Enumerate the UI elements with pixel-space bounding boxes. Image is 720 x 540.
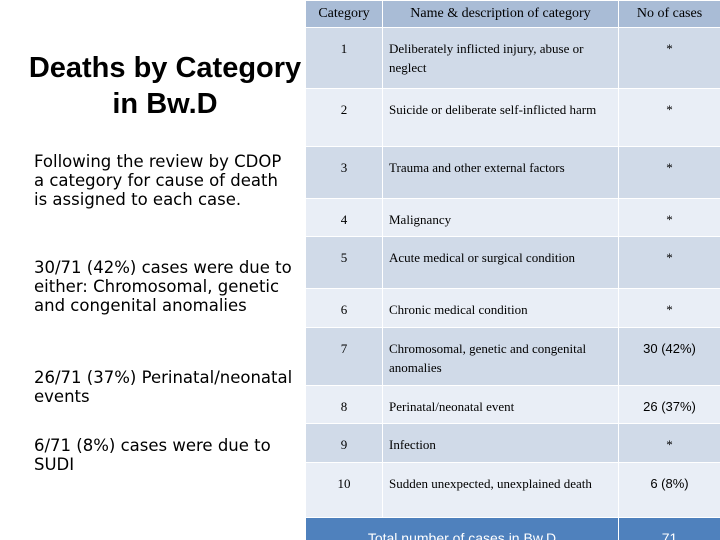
- header-row: Category Name & description of category No…: [305, 0, 720, 28]
- slide-title: Deaths by Category in Bw.D: [28, 52, 302, 120]
- category-number: 4: [305, 198, 383, 237]
- category-number: 5: [305, 236, 383, 289]
- category-name: Deliberately inflicted injury, abuse or …: [382, 27, 619, 89]
- case-count: *: [618, 236, 720, 289]
- table-row: 6 Chronic medical condition *: [305, 288, 720, 328]
- table-row: 7 Chromosomal, genetic and congenital ano…: [305, 327, 720, 386]
- case-count: *: [618, 198, 720, 237]
- category-table: Category Name & description of category No…: [305, 0, 720, 540]
- case-count: 30 (42%): [618, 327, 720, 386]
- category-name: Suicide or deliberate self-inflicted har…: [382, 88, 619, 147]
- category-name: Acute medical or surgical condition: [382, 236, 619, 289]
- category-name: Trauma and other external factors: [382, 146, 619, 199]
- table-row: 1 Deliberately inflicted injury, abuse or…: [305, 27, 720, 89]
- table-row: 2 Suicide or deliberate self-inflicted ha…: [305, 88, 720, 147]
- left-panel: Deaths by Category in Bw.D Following the…: [0, 0, 301, 540]
- category-number: 7: [305, 327, 383, 386]
- case-count: *: [618, 423, 720, 463]
- paragraph: Following the review by CDOP a category …: [34, 152, 282, 209]
- header-cell: No of cases: [618, 0, 720, 28]
- total-label: Total number of cases in Bw.D: [305, 517, 619, 540]
- category-name: Chromosomal, genetic and congenital anom…: [382, 327, 619, 386]
- category-number: 2: [305, 88, 383, 147]
- category-name: Malignancy: [382, 198, 619, 237]
- table-row: 10 Sudden unexpected, unexplained death 6 …: [305, 462, 720, 518]
- paragraph: 26/71 (37%) Perinatal/neonatal events: [34, 368, 293, 406]
- category-number: 1: [305, 27, 383, 89]
- category-number: 10: [305, 462, 383, 518]
- table-row: 4 Malignancy *: [305, 198, 720, 237]
- case-count: *: [618, 146, 720, 199]
- category-number: 8: [305, 385, 383, 424]
- category-name: Infection: [382, 423, 619, 463]
- case-count: 6 (8%): [618, 462, 720, 518]
- table-row: 8 Perinatal/neonatal event 26 (37%): [305, 385, 720, 424]
- header-cell: Name & description of category: [382, 0, 619, 28]
- total-row: Total number of cases in Bw.D 71: [305, 517, 720, 540]
- category-number: 6: [305, 288, 383, 328]
- table-row: 3 Trauma and other external factors *: [305, 146, 720, 199]
- category-name: Chronic medical condition: [382, 288, 619, 328]
- category-name: Perinatal/neonatal event: [382, 385, 619, 424]
- table-container: Category Name & description of category No…: [305, 0, 720, 540]
- paragraph: 30/71 (42%) cases were due to either: Ch…: [34, 258, 292, 315]
- case-count: *: [618, 27, 720, 89]
- category-number: 3: [305, 146, 383, 199]
- paragraph: 6/71 (8%) cases were due to SUDI: [34, 436, 271, 474]
- case-count: 26 (37%): [618, 385, 720, 424]
- category-name: Sudden unexpected, unexplained death: [382, 462, 619, 518]
- table-row: 9 Infection *: [305, 423, 720, 463]
- total-value: 71: [618, 517, 720, 540]
- category-number: 9: [305, 423, 383, 463]
- case-count: *: [618, 88, 720, 147]
- table-row: 5 Acute medical or surgical condition *: [305, 236, 720, 289]
- case-count: *: [618, 288, 720, 328]
- header-cell: Category: [305, 0, 383, 28]
